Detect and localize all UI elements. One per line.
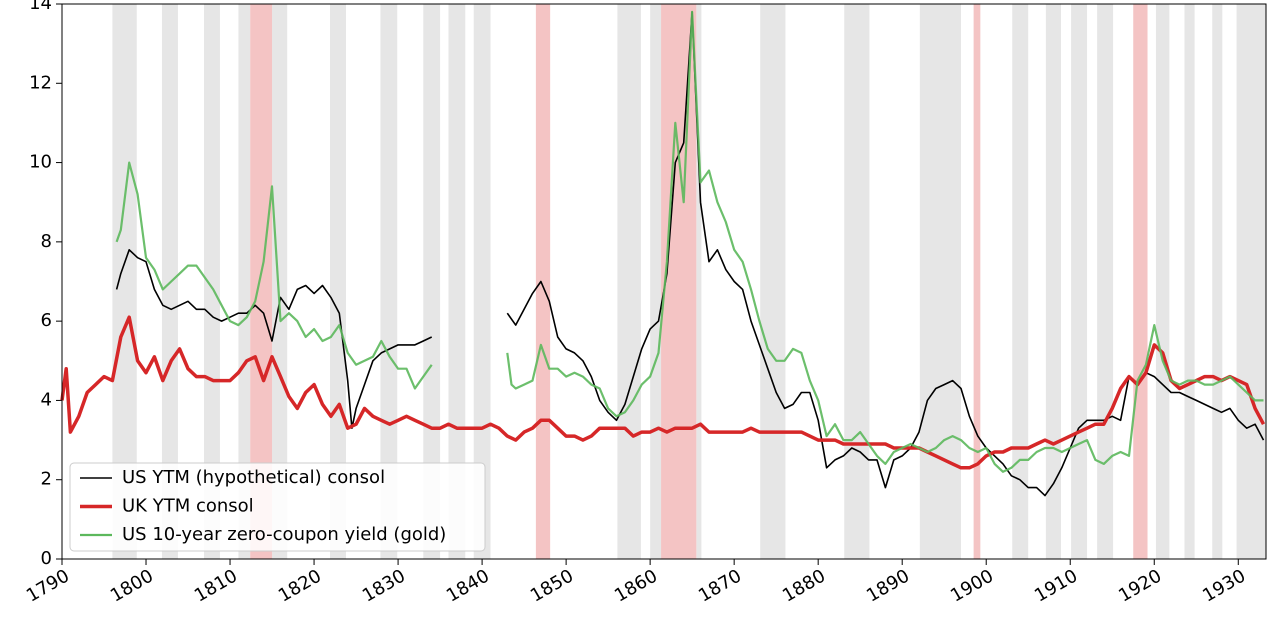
recession-band [1184, 4, 1195, 559]
recession-band [650, 4, 662, 559]
war-band [661, 4, 697, 559]
legend: US YTM (hypothetical) consol UK YTM conso… [69, 462, 486, 552]
plot-frame [61, 3, 1267, 560]
y-tick-label: 2 [41, 469, 52, 490]
recession-band [696, 4, 702, 559]
recession-band [448, 4, 466, 559]
series-line [115, 10, 1264, 473]
y-tick-label: 12 [29, 72, 52, 93]
y-tick-label: 10 [29, 152, 52, 173]
recession-band [844, 4, 870, 559]
recession-band [1045, 4, 1061, 559]
recession-band [1236, 4, 1266, 559]
recession-band [1071, 4, 1088, 559]
x-tick-label: 1820 [275, 565, 325, 606]
y-tick-label: 6 [41, 310, 52, 331]
war-band [535, 4, 551, 559]
war-band [250, 4, 273, 559]
x-tick-label: 1910 [1031, 565, 1081, 606]
x-tick-label: 1800 [107, 565, 157, 606]
series-line [60, 315, 1266, 470]
x-tick-label: 1860 [611, 565, 661, 606]
legend-label: US 10-year zero-coupon yield (gold) [122, 524, 446, 545]
recession-band [473, 4, 491, 559]
x-tick-label: 1790 [23, 565, 73, 606]
x-tick-label: 1930 [1199, 565, 1249, 606]
recession-band [203, 4, 220, 559]
war-band [1133, 4, 1148, 559]
recession-band [617, 4, 641, 559]
legend-label: US YTM (hypothetical) consol [122, 467, 385, 488]
recession-band [919, 4, 962, 559]
y-tick-label: 8 [41, 231, 52, 252]
x-tick-label: 1880 [779, 565, 829, 606]
x-tick-label: 1810 [191, 565, 241, 606]
y-tick-label: 14 [29, 0, 52, 14]
x-tick-label: 1920 [1115, 565, 1165, 606]
recession-band [1097, 4, 1114, 559]
recession-band [1212, 4, 1223, 559]
recession-band [760, 4, 786, 559]
x-tick-label: 1890 [863, 565, 913, 606]
recession-band [1012, 4, 1029, 559]
recession-band [1155, 4, 1170, 559]
y-tick-label: 4 [41, 389, 52, 410]
x-tick-label: 1870 [695, 565, 745, 606]
recession-band [272, 4, 288, 559]
legend-box [69, 462, 486, 552]
x-tick-label: 1850 [527, 565, 577, 606]
recession-band [238, 4, 251, 559]
recession-band [330, 4, 346, 559]
x-tick-label: 1830 [359, 565, 409, 606]
x-tick-label: 1840 [443, 565, 493, 606]
y-tick-label: 0 [41, 548, 52, 569]
x-tick-label: 1900 [947, 565, 997, 606]
legend-label: UK YTM consol [122, 496, 254, 517]
war-band [973, 4, 981, 559]
recession-band [423, 4, 441, 559]
